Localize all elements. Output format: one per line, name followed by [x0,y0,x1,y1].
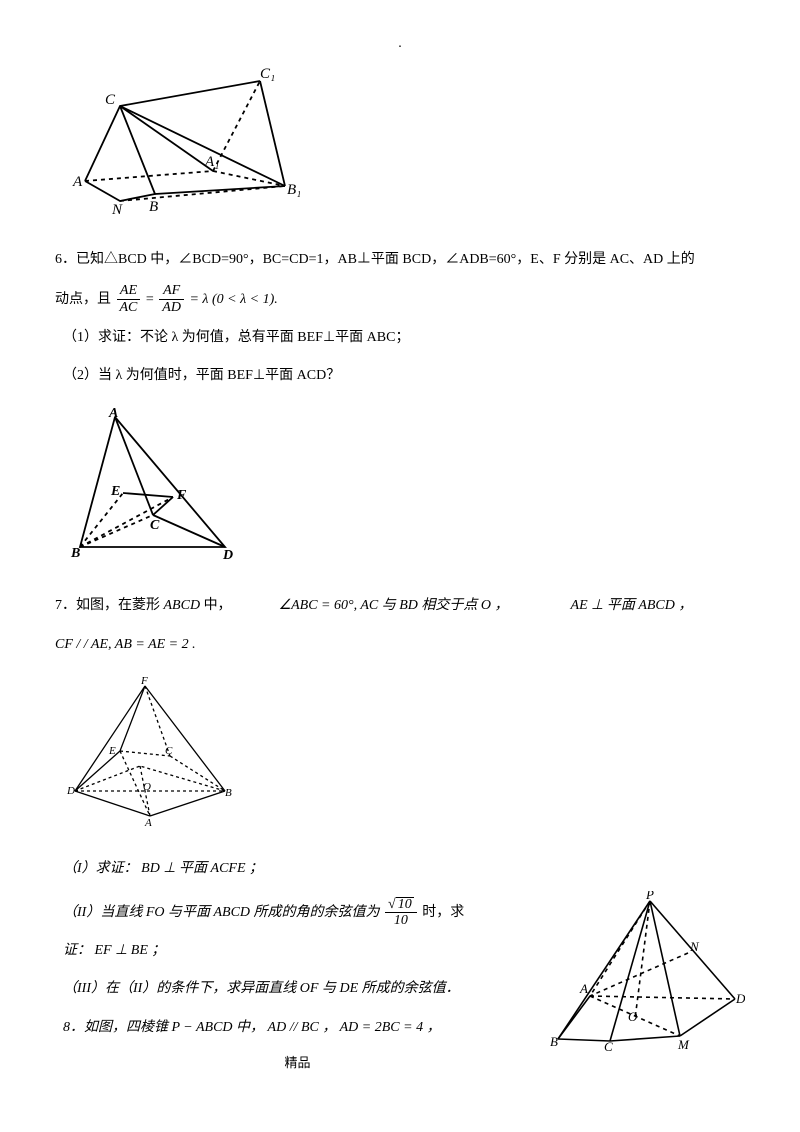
p7-qII-a: （II）当直线 FO 与平面 ABCD 所成的角的余弦值为 √10 10 时，求 [63,897,540,929]
problem-6: 6．已知△BCD 中，∠BCD=90°，BC=CD=1，AB⊥平面 BCD，∠A… [55,243,745,393]
page-dot: . [55,30,745,58]
p7-l1c: ∠ABC = 60°, AC 与 BD 相交于点 O ， [279,598,509,613]
problem-7-questions: （I）求证： BD ⊥ 平面 ACFE ； （II）当直线 FO 与平面 ABC… [55,853,745,1076]
fig1-label-C1: C₁ [260,66,275,82]
fig2-C: C [150,518,160,533]
p7-qII-pre: （II）当直线 FO 与平面 ABCD 所成的角的余弦值为 [63,905,383,920]
p7-line2: CF / / AE, AB = AE = 2 . [55,628,745,662]
fig4-A: A [579,981,588,996]
fig4-O: O [628,1009,638,1024]
p7-qIII: （III）在（II）的条件下，求异面直线 OF 与 DE 所成的余弦值． [63,973,540,1005]
p6-q2: （2）当 λ 为何值时，平面 BEF⊥平面 ACD？ [63,360,745,392]
p6-line1: 6．已知△BCD 中，∠BCD=90°，BC=CD=1，AB⊥平面 BCD，∠A… [55,243,745,277]
fig1-label-A1: A₁ [204,154,219,170]
p7-sqrt-num: 10 [396,897,414,912]
p7-l1a: 7．如图，在菱形 [55,598,164,613]
fig3-O: O [143,781,151,793]
p6-frac2-den: AD [159,300,184,315]
figure-pyramid: P N A D O M B C [550,891,745,1062]
fig4-D: D [735,991,745,1006]
p7-qII-post: 时，求 [422,905,464,920]
figure-rhombus-solid: F E C D O B A [65,676,745,837]
p6-q1: （1）求证：不论 λ 为何值，总有平面 BEF⊥平面 ABC； [63,322,745,354]
p7-line1: 7．如图，在菱形 ABCD 中， ∠ABC = 60°, AC 与 BD 相交于… [55,589,745,623]
p7-qI: （I）求证： BD ⊥ 平面 ACFE ； [63,853,745,885]
p6-eq2: = λ (0 < λ < 1). [189,292,277,307]
p7-qII-c: 证： EF ⊥ BE ； [63,935,540,967]
footer: 精品 [55,1050,540,1076]
p7-l1b: 中， [200,598,232,613]
figure-prism: A N B C C₁ A₁ B₁ [65,66,745,227]
fig2-B: B [70,546,80,561]
p7-abcd: ABCD [164,598,201,613]
problem-8: 8．如图，四棱锥 P − ABCD 中， AD // BC ， AD = 2BC… [63,1012,540,1044]
fig4-B: B [550,1034,558,1049]
p6-line2: 动点，且 AEAC = AFAD = λ (0 < λ < 1). [55,283,745,317]
fig1-label-C: C [105,92,116,108]
fig3-A: A [144,817,152,826]
problem-7: 7．如图，在菱形 ABCD 中， ∠ABC = 60°, AC 与 BD 相交于… [55,589,745,662]
fig4-C: C [604,1039,613,1051]
fig4-M: M [677,1037,690,1051]
fig1-label-A: A [72,174,83,190]
fig2-D: D [222,548,233,562]
p6-frac1-den: AC [117,300,141,315]
figure-tetra: A E F C B D [65,407,745,573]
fig1-label-B: B [149,199,158,215]
p6-frac1-num: AE [117,283,141,299]
fig3-F: F [140,676,148,687]
p7-qII-den: 10 [385,913,417,928]
fig3-C: C [165,745,173,757]
fig2-F: F [176,488,187,503]
fig1-label-N: N [111,202,123,216]
p7-l1d: AE ⊥ 平面 ABCD ， [571,598,693,613]
fig3-E: E [108,745,116,757]
p6-frac2-num: AF [159,283,184,299]
fig3-D: D [66,785,75,797]
fig3-B: B [225,787,232,799]
p6-line2-pre: 动点，且 [55,292,115,307]
fig2-A: A [108,407,118,421]
fig1-label-B1: B₁ [287,182,300,198]
p6-eq1: = [146,292,157,307]
fig2-E: E [110,484,120,499]
fig4-N: N [689,939,700,954]
fig4-P: P [645,891,654,902]
